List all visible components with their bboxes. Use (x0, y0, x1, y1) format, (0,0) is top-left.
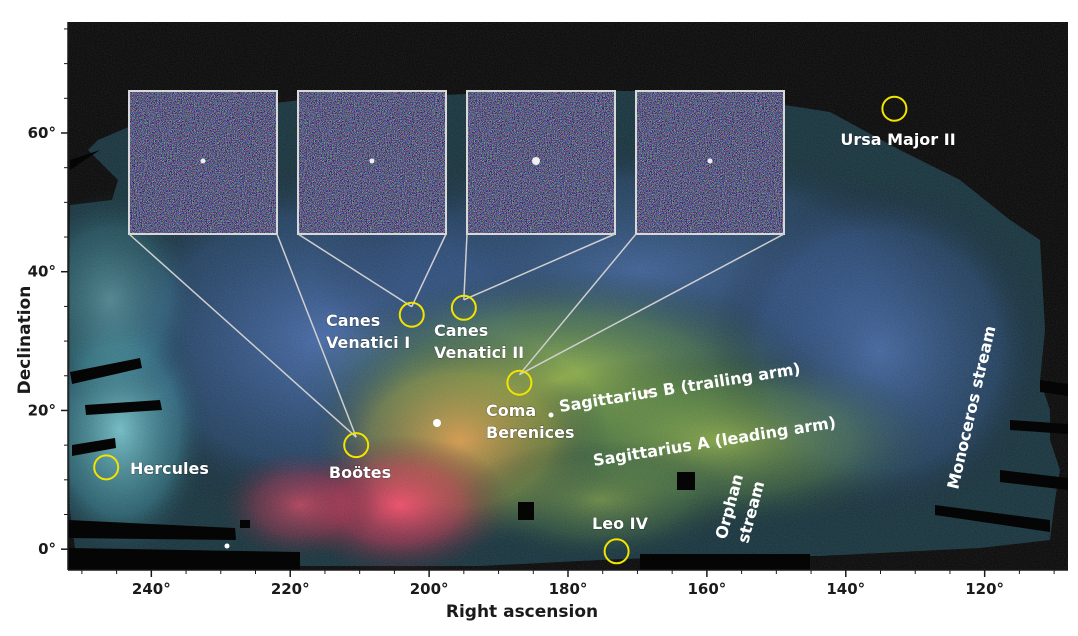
label-canes-venatici-ii-2: Venatici II (434, 343, 524, 362)
inset-canes-venatici-i (297, 90, 447, 235)
inset-canes-venatici-ii (466, 90, 616, 235)
inset-bootes (128, 90, 278, 235)
label-canes-venatici-i: Canes (326, 311, 380, 330)
connector-left-coma-berenices (518, 233, 637, 376)
x-tick-label-240: 240° (132, 580, 171, 598)
marker-canes-venatici-i (398, 301, 425, 328)
label-canes-venatici-i-2: Venatici I (326, 333, 410, 352)
label-hercules: Hercules (130, 459, 209, 478)
y-axis-label: Declination (15, 286, 35, 395)
label-bootes: Boötes (329, 463, 391, 482)
inset-panels (128, 90, 785, 235)
connector-right-canes-venatici-ii (463, 233, 616, 301)
x-axis-label: Right ascension (446, 602, 598, 622)
y-tick-label-40: 40° (28, 263, 56, 281)
object-markers (93, 95, 908, 565)
connector-left-canes-venatici-i (297, 233, 413, 308)
marker-ursa-major-ii (881, 95, 908, 122)
x-tick-label-220: 220° (271, 580, 310, 598)
connector-left-canes-venatici-ii (463, 233, 468, 300)
label-coma-berenices: Coma (486, 401, 536, 420)
x-tick-label-120: 120° (965, 580, 1004, 598)
label-coma-berenices-2: Berenices (486, 423, 575, 442)
x-tick-label-200: 200° (410, 580, 449, 598)
connector-left-bootes (128, 233, 357, 438)
label-canes-venatici-ii: Canes (434, 321, 488, 340)
label-ursa-major-ii: Ursa Major II (840, 130, 955, 149)
connector-right-canes-venatici-i (411, 233, 447, 308)
x-tick-label-140: 140° (826, 580, 865, 598)
marker-hercules (93, 454, 120, 481)
axes: 240° 220° 200° 180° 160° 140° 120° 0° 20° 40° 60°… (15, 22, 1068, 622)
marker-leo-iv (603, 538, 630, 565)
label-leo-iv: Leo IV (592, 514, 649, 533)
y-tick-label-60: 60° (28, 124, 56, 142)
y-tick-label-20: 20° (28, 401, 56, 419)
x-tick-label-160: 160° (687, 580, 726, 598)
connector-right-coma-berenices (519, 233, 785, 376)
marker-coma-berenices (506, 369, 533, 396)
marker-bootes (343, 432, 370, 459)
inset-connectors (128, 233, 785, 438)
y-tick-label-0: 0° (38, 540, 56, 558)
x-tick-label-180: 180° (549, 580, 588, 598)
connector-right-bootes (276, 233, 357, 438)
inset-coma-berenices (635, 90, 785, 235)
marker-canes-venatici-ii (450, 294, 477, 321)
object-labels: Ursa Major II Canes Venatici I Canes Ven… (130, 130, 957, 534)
